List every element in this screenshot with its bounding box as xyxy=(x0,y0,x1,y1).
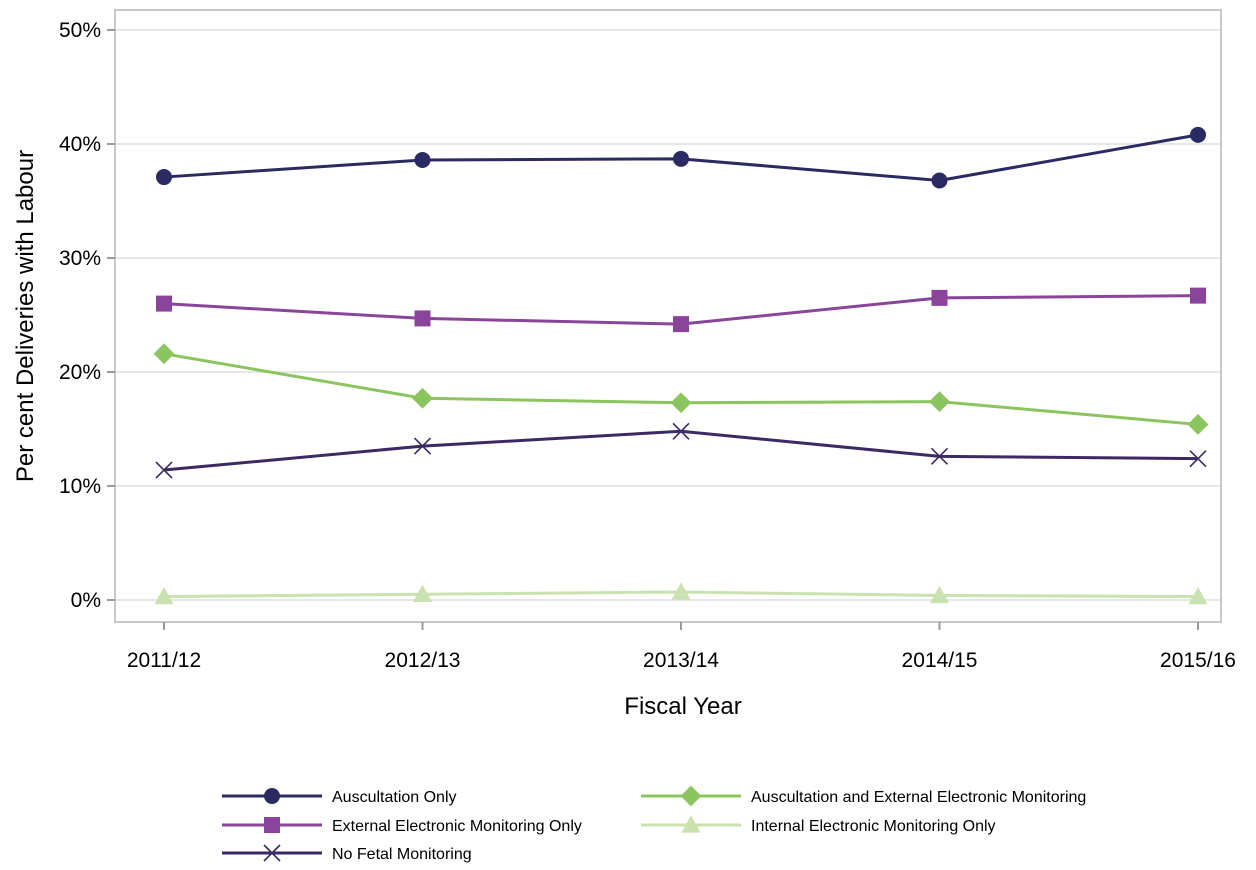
data-point xyxy=(1188,586,1208,605)
legend-item: Auscultation and External Electronic Mon… xyxy=(641,785,1086,807)
data-point xyxy=(929,585,950,604)
legend-label: No Fetal Monitoring xyxy=(332,846,472,863)
data-point xyxy=(929,391,950,413)
data-point xyxy=(670,392,692,414)
series-group xyxy=(156,287,1206,333)
legend: Auscultation Only Auscultation and Extern… xyxy=(222,785,1086,863)
y-tick-label: 30% xyxy=(59,247,101,270)
x-tick-label: 2012/13 xyxy=(385,649,461,672)
data-point xyxy=(673,150,689,167)
data-point xyxy=(931,289,948,306)
data-point xyxy=(412,584,433,602)
data-point xyxy=(413,437,432,455)
x-tick-label: 2015/16 xyxy=(1160,649,1236,672)
axes: 0% 10% 20% 30% 40% 50% 2011/12 2012/13 2013/14 20… xyxy=(59,19,1236,672)
plot-frame xyxy=(114,9,1222,623)
data-point xyxy=(414,310,431,327)
series-group xyxy=(154,582,1208,605)
series-group xyxy=(156,126,1206,189)
series-group xyxy=(155,422,1207,479)
data-point xyxy=(153,343,175,365)
data-point xyxy=(156,295,172,312)
data-point xyxy=(671,582,691,600)
legend-item: Auscultation Only xyxy=(222,788,457,806)
data-point xyxy=(156,169,172,186)
data-point xyxy=(930,447,949,465)
legend-label: Auscultation and External Electronic Mon… xyxy=(751,789,1086,806)
data-point xyxy=(931,172,948,189)
gridlines xyxy=(116,29,1220,601)
legend-marker xyxy=(680,785,702,807)
y-axis-title: Per cent Deliveries with Labour xyxy=(12,150,39,482)
y-tick-label: 0% xyxy=(71,589,101,612)
data-point xyxy=(673,316,689,333)
y-tick-label: 40% xyxy=(59,133,101,156)
legend-marker xyxy=(263,844,281,862)
x-tick-label: 2013/14 xyxy=(643,649,719,672)
legend-label: Internal Electronic Monitoring Only xyxy=(751,818,996,835)
x-axis-title: Fiscal Year xyxy=(624,693,741,720)
y-tick-label: 50% xyxy=(59,19,101,42)
data-point xyxy=(155,461,173,479)
legend-item: External Electronic Monitoring Only xyxy=(222,817,582,835)
series-line xyxy=(163,429,1199,472)
x-tick-label: 2014/15 xyxy=(902,649,978,672)
data-point xyxy=(1190,126,1206,143)
data-point xyxy=(672,422,690,440)
data-point xyxy=(412,387,433,409)
legend-marker xyxy=(264,788,280,804)
x-tick-label: 2011/12 xyxy=(127,649,201,672)
series-group xyxy=(153,343,1209,435)
y-tick-label: 10% xyxy=(59,475,101,498)
data-point xyxy=(154,586,174,605)
data-point xyxy=(1187,414,1209,435)
y-tick-label: 20% xyxy=(59,361,101,384)
data-point xyxy=(414,151,431,168)
legend-item: No Fetal Monitoring xyxy=(222,844,472,863)
data-point xyxy=(1189,450,1207,468)
data-point xyxy=(1190,287,1206,304)
legend-label: Auscultation Only xyxy=(332,789,457,806)
legend-label: External Electronic Monitoring Only xyxy=(332,818,582,835)
legend-marker xyxy=(681,815,701,833)
series-lines xyxy=(153,126,1209,605)
series-line xyxy=(163,352,1199,426)
legend-marker xyxy=(264,817,280,833)
legend-item: Internal Electronic Monitoring Only xyxy=(641,815,996,835)
